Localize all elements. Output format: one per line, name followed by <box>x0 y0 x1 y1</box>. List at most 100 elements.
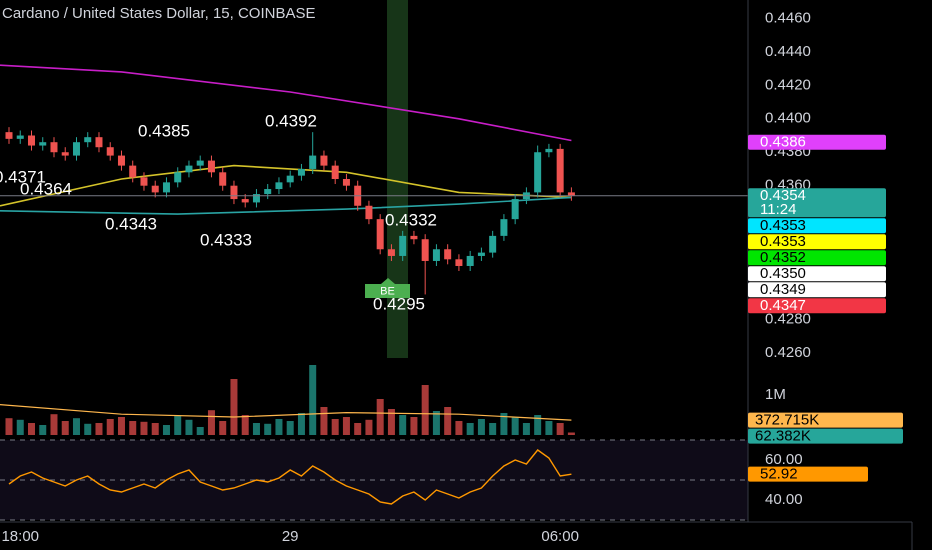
candle-body <box>196 160 204 166</box>
volume-bar <box>196 427 204 435</box>
candle-body <box>16 135 24 139</box>
signal-badge <box>365 278 410 298</box>
volume-bar <box>5 418 13 435</box>
volume-bar <box>545 421 553 435</box>
candle-body <box>207 160 215 173</box>
price-label-box <box>748 266 886 282</box>
candle-body <box>174 172 182 183</box>
y-tick-label: 0.4420 <box>765 76 811 93</box>
x-tick-label: 29 <box>282 528 299 545</box>
volume-pane <box>0 365 575 435</box>
rsi-line <box>8 449 572 505</box>
candle-body <box>511 199 519 220</box>
candle-body <box>5 132 13 139</box>
price-label-box <box>748 250 886 266</box>
volume-bar <box>567 432 575 435</box>
candle-body <box>106 147 114 156</box>
volume-bar <box>489 423 497 435</box>
volume-bar <box>95 423 103 435</box>
candle-body <box>264 189 272 195</box>
price-label: 0.4354 <box>760 187 806 204</box>
candle-body <box>342 179 350 186</box>
volume-bar <box>466 423 474 435</box>
candle-body <box>275 182 283 190</box>
candle-body <box>376 219 384 250</box>
y-tick-label: 0.4260 <box>765 344 811 361</box>
volume-bar <box>219 421 227 435</box>
candle-body <box>466 255 474 266</box>
candle-body <box>61 152 69 156</box>
volume-bar <box>117 417 125 435</box>
candle-body <box>219 172 227 186</box>
annotation: 0.4295 <box>373 294 425 313</box>
candle-body <box>309 155 317 169</box>
volume-bar <box>421 385 429 435</box>
volume-bar <box>342 417 350 435</box>
candle-body <box>444 249 452 260</box>
volume-bar <box>500 413 508 435</box>
candle-body <box>489 235 497 253</box>
candle-body <box>50 142 58 153</box>
candle-body <box>545 148 553 153</box>
annotation: 0.4332 <box>385 210 437 229</box>
candle-body <box>556 148 564 193</box>
volume-bar <box>16 419 24 435</box>
volume-label-box <box>748 428 903 444</box>
candle-body <box>151 185 159 193</box>
candle-body <box>117 155 125 166</box>
volume-bar <box>432 411 440 435</box>
candle-body <box>84 137 92 143</box>
volume-bar <box>151 423 159 435</box>
volume-bar <box>27 423 35 435</box>
candle-body <box>421 239 429 261</box>
candle-body <box>241 199 249 203</box>
annotation: 0.4392 <box>265 111 317 130</box>
volume-bar <box>140 421 148 435</box>
volume-bar <box>106 419 114 435</box>
price-label: 0.4352 <box>760 249 806 266</box>
chart-title: Cardano / United States Dollar, 15, COIN… <box>2 5 315 22</box>
volume-bar <box>129 421 137 435</box>
candle-body <box>95 137 103 148</box>
volume-bar <box>556 423 564 435</box>
volume-bar <box>354 423 362 435</box>
volume-bar <box>174 415 182 435</box>
price-label: 0.4347 <box>760 297 806 314</box>
volume-bar <box>376 399 384 435</box>
moving-average <box>0 164 572 207</box>
candle-body <box>297 168 305 176</box>
candle-body <box>534 152 542 193</box>
price-label-box <box>748 298 886 314</box>
volume-bar <box>264 423 272 435</box>
candle-body <box>567 192 575 196</box>
volume-bar <box>72 418 80 435</box>
rsi-label: 52.92 <box>760 466 798 483</box>
volume-ma <box>0 404 572 421</box>
y-tick-label: 60.00 <box>765 451 803 468</box>
volume-bar <box>522 423 530 435</box>
volume-bar <box>230 379 238 435</box>
y-tick-label: 0.4400 <box>765 110 811 127</box>
price-label: 0.4349 <box>760 281 806 298</box>
price-label: 0.4353 <box>760 233 806 250</box>
candle-body <box>185 165 193 173</box>
moving-average <box>0 64 572 142</box>
candle-body <box>455 259 463 266</box>
price-label-box <box>748 134 886 150</box>
volume-bar <box>207 410 215 435</box>
rsi-pane <box>0 439 748 521</box>
y-tick-label: 0.4460 <box>765 9 811 26</box>
y-tick-label: 0.4440 <box>765 43 811 60</box>
annotation: 0.4343 <box>105 214 157 233</box>
axis-labels: 0.44600.44400.44200.44000.43800.43600.42… <box>1 9 903 545</box>
volume-bar <box>275 419 283 435</box>
candle-body <box>252 194 260 203</box>
volume-bar <box>387 409 395 435</box>
countdown: 11:24 <box>760 201 796 218</box>
volume-bar <box>331 419 339 435</box>
candle-body <box>27 135 35 146</box>
rsi-label-box <box>748 466 868 482</box>
volume-bar <box>252 423 260 435</box>
